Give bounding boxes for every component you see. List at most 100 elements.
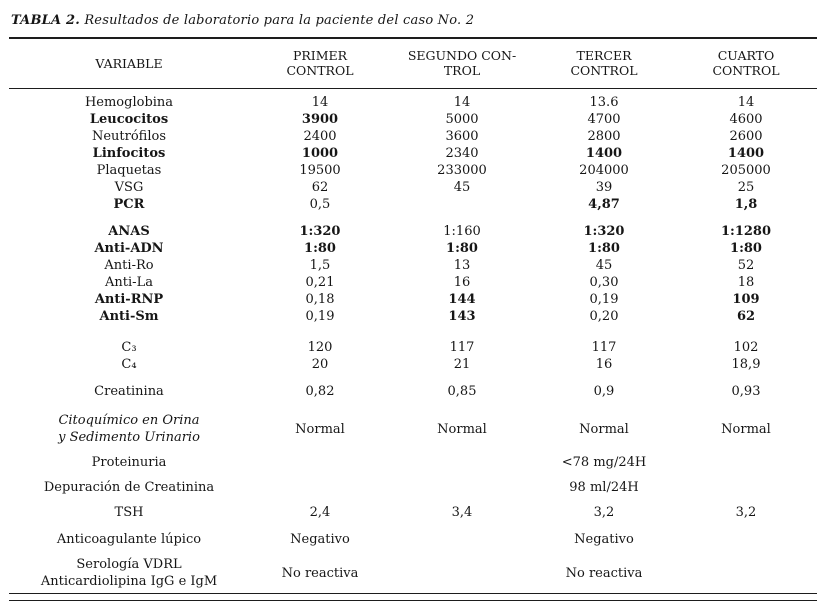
row-variable: Depuración de Creatinina xyxy=(43,480,215,495)
table-row: Anti-Sm 0,19 143 0,20 62 xyxy=(9,308,817,325)
row-value: 144 xyxy=(448,292,476,307)
row-value: 0,93 xyxy=(731,384,761,399)
row-spacer xyxy=(9,471,817,479)
row-variable: Leucocitos xyxy=(89,112,169,127)
row-value: Negativo xyxy=(290,532,350,547)
row-value: 204000 xyxy=(579,163,629,178)
table-row: Anti-La 0,21 16 0,30 18 xyxy=(9,274,817,291)
row-value: 0,20 xyxy=(589,309,619,324)
row-variable: Anticoagulante lúpico xyxy=(56,532,202,547)
table-row: Neutrófilos 2400 3600 2800 2600 xyxy=(9,128,817,145)
row-variable: Creatinina xyxy=(94,384,164,399)
row-value: 45 xyxy=(453,180,471,195)
table-title-label: TABLA 2. xyxy=(11,13,80,28)
table-row: TSH 2,4 3,4 3,2 3,2 xyxy=(9,504,817,521)
row-spacer xyxy=(9,446,817,454)
row-variable: Serología VDRL Anticardiolipina IgG e Ig… xyxy=(40,557,218,589)
row-value: 117 xyxy=(449,340,475,355)
row-value: 16 xyxy=(453,275,471,290)
row-value: 1400 xyxy=(585,146,623,161)
row-value: 18 xyxy=(737,275,755,290)
row-variable: TSH xyxy=(114,505,144,520)
table-row: Creatinina 0,82 0,85 0,9 0,93 xyxy=(9,383,817,400)
table-row: Plaquetas 19500 233000 204000 205000 xyxy=(9,162,817,179)
row-value: 62 xyxy=(736,309,756,324)
row-spacer xyxy=(9,400,817,412)
row-value: 4700 xyxy=(587,112,621,127)
row-value: 1400 xyxy=(727,146,765,161)
row-value: 13 xyxy=(453,258,471,273)
row-value: 13.6 xyxy=(589,95,619,110)
row-value: 1:80 xyxy=(446,241,478,256)
row-value: 0,85 xyxy=(447,384,477,399)
row-value: 3,4 xyxy=(451,505,473,520)
row-value: 1,8 xyxy=(734,197,758,212)
row-value: 205000 xyxy=(721,163,771,178)
row-value: 98 ml/24H xyxy=(569,480,639,495)
row-variable: Linfocitos xyxy=(92,146,166,161)
row-value: 39 xyxy=(595,180,613,195)
row-value: 1,5 xyxy=(309,258,331,273)
row-value: 14 xyxy=(311,95,329,110)
row-value: 0,19 xyxy=(589,292,619,307)
row-value: 1:80 xyxy=(304,241,336,256)
row-value: 25 xyxy=(737,180,755,195)
row-variable: PCR xyxy=(113,197,145,212)
row-value: 4,87 xyxy=(588,197,620,212)
row-value: 3,2 xyxy=(735,505,757,520)
header-primer-control: PRIMER CONTROL xyxy=(286,48,354,78)
row-value: 0,82 xyxy=(305,384,335,399)
table-row: Hemoglobina 14 14 13.6 14 xyxy=(9,94,817,111)
row-spacer xyxy=(9,325,817,339)
row-value: 21 xyxy=(453,357,471,372)
table-row: Depuración de Creatinina 98 ml/24H xyxy=(9,479,817,496)
row-value: 62 xyxy=(311,180,329,195)
header-cuarto-control: CUARTO CONTROL xyxy=(712,48,780,78)
table-row: C₃ 120 117 117 102 xyxy=(9,339,817,356)
row-value: 45 xyxy=(595,258,613,273)
row-value: 117 xyxy=(591,340,617,355)
table-row: Anti-RNP 0,18 144 0,19 109 xyxy=(9,291,817,308)
row-value: 2800 xyxy=(587,129,621,144)
row-variable: Anti-RNP xyxy=(94,292,164,307)
row-value: <78 mg/24H xyxy=(561,455,647,470)
table-row: VSG 62 45 39 25 xyxy=(9,179,817,196)
table-row: Anti-Ro 1,5 13 45 52 xyxy=(9,257,817,274)
row-value: 18,9 xyxy=(731,357,761,372)
row-value: 120 xyxy=(307,340,333,355)
row-spacer xyxy=(9,373,817,383)
table-row: Leucocitos 3900 5000 4700 4600 xyxy=(9,111,817,128)
row-value: 52 xyxy=(737,258,755,273)
table-title-caption: Resultados de laboratorio para la pacien… xyxy=(84,13,475,28)
row-value: 0,19 xyxy=(305,309,335,324)
header-variable: VARIABLE xyxy=(95,55,163,71)
table-row: Anticoagulante lúpico Negativo Negativo xyxy=(9,531,817,548)
lab-results-table: VARIABLE PRIMER CONTROL SEGUNDO CON- TRO… xyxy=(9,39,817,601)
row-variable: Neutrófilos xyxy=(91,129,167,144)
row-value: 1:1280 xyxy=(720,224,772,239)
header-tercer-control: TERCER CONTROL xyxy=(570,48,638,78)
row-value: 0,5 xyxy=(309,197,331,212)
table-header-row: VARIABLE PRIMER CONTROL SEGUNDO CON- TRO… xyxy=(9,39,817,88)
table-bottom-rule xyxy=(9,593,817,601)
row-value: 3600 xyxy=(445,129,479,144)
table-row: Proteinuria <78 mg/24H xyxy=(9,454,817,471)
row-value: 0,18 xyxy=(305,292,335,307)
row-value: 1:160 xyxy=(443,224,481,239)
row-value: 20 xyxy=(311,357,329,372)
row-variable: Plaquetas xyxy=(96,163,162,178)
row-value: Normal xyxy=(437,421,487,437)
row-value: 0,30 xyxy=(589,275,619,290)
row-value: 0,9 xyxy=(593,384,615,399)
row-value: 1:320 xyxy=(299,224,341,239)
row-value: Negativo xyxy=(574,532,634,547)
row-value: 1000 xyxy=(301,146,339,161)
row-value: 2400 xyxy=(303,129,337,144)
row-value: 14 xyxy=(737,95,755,110)
row-spacer xyxy=(9,496,817,504)
row-value: 2600 xyxy=(729,129,763,144)
row-variable: C₃ xyxy=(121,340,137,355)
row-spacer xyxy=(9,548,817,556)
table-row: PCR 0,5 4,87 1,8 xyxy=(9,196,817,213)
table-row: Citoquímico en Orina y Sedimento Urinari… xyxy=(9,412,817,446)
